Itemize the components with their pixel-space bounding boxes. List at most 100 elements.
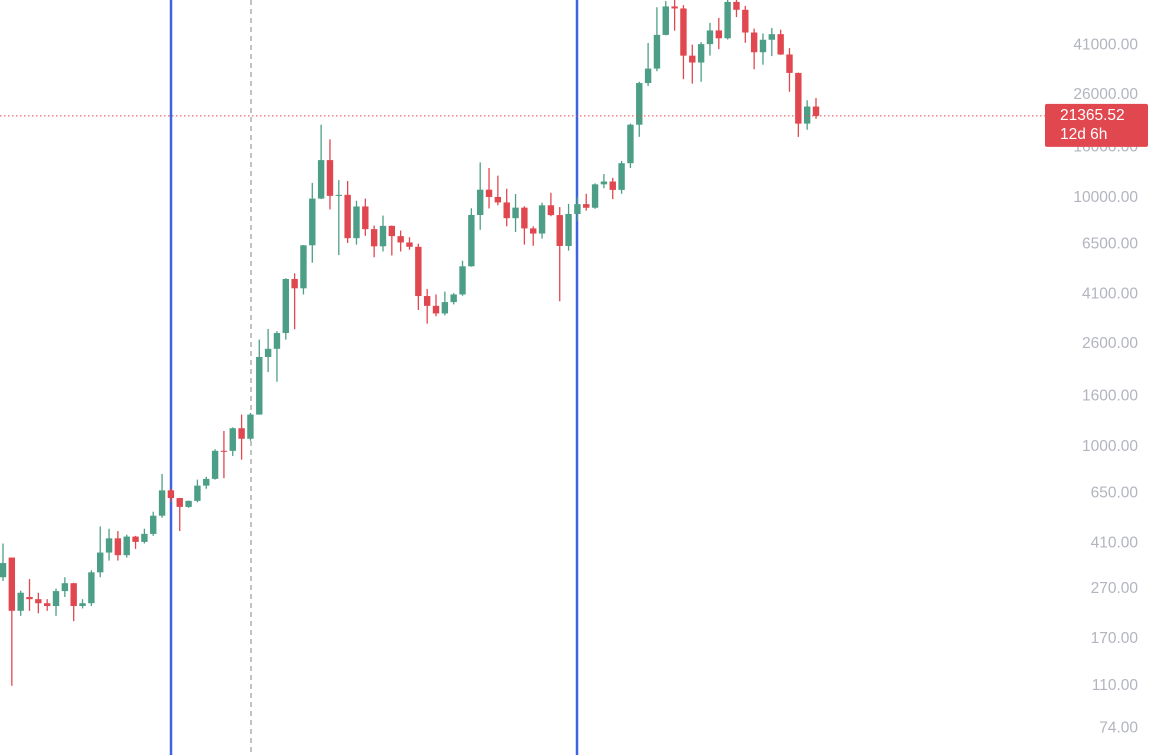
candle-body xyxy=(742,9,749,33)
candle-body xyxy=(123,536,130,556)
candle-body xyxy=(644,68,652,84)
y-tick-label: 26000.00 xyxy=(1073,86,1138,103)
y-tick-label: 10000.00 xyxy=(1073,189,1138,206)
candle-body xyxy=(459,266,466,295)
y-tick-label: 110.00 xyxy=(1092,677,1139,694)
candle-body xyxy=(291,278,298,289)
candle-body xyxy=(300,245,307,289)
y-tick-label: 270.00 xyxy=(1091,580,1139,597)
candle-body xyxy=(105,538,113,553)
candle-body xyxy=(335,194,343,196)
candle-body xyxy=(432,305,440,314)
candle-body xyxy=(35,599,42,604)
y-tick-label: 410.00 xyxy=(1091,535,1139,552)
candle-body xyxy=(689,55,696,63)
candle-body xyxy=(203,478,210,486)
y-tick-label: 1600.00 xyxy=(1082,387,1138,404)
candle-body xyxy=(43,603,51,607)
candle-body xyxy=(185,500,192,507)
candle-body xyxy=(52,591,60,607)
candle-body xyxy=(609,181,616,190)
candle-body xyxy=(397,236,404,243)
candle-body xyxy=(706,30,714,45)
candle-body xyxy=(627,124,634,164)
price-box xyxy=(1045,103,1148,147)
candle-body xyxy=(344,194,351,239)
countdown-label: 12d 6h xyxy=(1060,126,1107,143)
candle-body xyxy=(70,583,77,607)
candle-body xyxy=(803,106,811,124)
candle-body xyxy=(583,204,590,208)
candle-body xyxy=(167,490,175,499)
candle-body xyxy=(671,6,678,9)
candle-body xyxy=(786,54,793,73)
candle-body xyxy=(494,196,502,203)
candle-body xyxy=(229,428,236,451)
candle-body xyxy=(415,246,422,297)
candle-body xyxy=(317,160,325,199)
candle-body xyxy=(574,204,581,214)
candle-body xyxy=(538,205,546,234)
candle-body xyxy=(309,198,316,246)
candle-body xyxy=(697,44,705,63)
y-tick-label: 74.00 xyxy=(1099,720,1138,737)
candle-body xyxy=(662,6,669,35)
candle-body xyxy=(247,414,254,439)
candle-body xyxy=(26,596,33,600)
candle-body xyxy=(0,563,7,578)
candle-body xyxy=(79,603,86,607)
candle-body xyxy=(777,34,784,55)
candle-body xyxy=(362,206,369,230)
candle-body xyxy=(530,228,537,234)
candle-body xyxy=(750,32,758,53)
candle-body xyxy=(795,72,802,124)
y-tick-label: 650.00 xyxy=(1091,485,1139,502)
candle-body xyxy=(379,225,387,247)
candle-body xyxy=(715,30,722,39)
candle-body xyxy=(273,333,281,349)
candle-body xyxy=(256,356,263,415)
candle-body xyxy=(8,557,16,611)
candle-body xyxy=(61,583,69,592)
candle-body xyxy=(618,163,625,190)
candle-body xyxy=(238,428,245,439)
y-tick-label: 170.00 xyxy=(1091,630,1139,647)
candle-body xyxy=(194,485,201,501)
candle-body xyxy=(653,34,661,69)
candle-body xyxy=(759,39,767,53)
candle-body xyxy=(521,207,528,229)
candle-body xyxy=(158,490,166,516)
candle-body xyxy=(88,572,95,604)
candle-body xyxy=(565,213,572,246)
candle-body xyxy=(733,1,740,10)
candle-body xyxy=(724,1,731,39)
y-tick-label: 2600.00 xyxy=(1082,335,1138,352)
candle-body xyxy=(141,533,148,542)
candle-body xyxy=(132,536,139,542)
y-tick-label: 6500.00 xyxy=(1082,236,1138,253)
candle-body xyxy=(591,184,599,208)
candle-body xyxy=(600,181,608,185)
candle-body xyxy=(441,302,449,314)
candle-body xyxy=(768,34,776,40)
candle-body xyxy=(97,552,104,573)
candle-body xyxy=(468,214,475,267)
candle-body xyxy=(406,242,413,247)
candle-body xyxy=(220,450,228,452)
y-tick-label: 4100.00 xyxy=(1082,286,1138,303)
candle-body xyxy=(326,160,334,196)
candle-body xyxy=(512,207,519,219)
candle-body xyxy=(282,278,289,334)
candle-body xyxy=(388,225,396,237)
candle-body xyxy=(503,202,510,219)
candle-body xyxy=(812,106,820,116)
candle-body xyxy=(485,189,493,197)
candle-body xyxy=(556,215,563,246)
candle-body xyxy=(423,296,431,306)
candle-body xyxy=(264,348,272,357)
last-price-label: 21365.52 xyxy=(1060,107,1125,124)
candle-body xyxy=(476,189,484,215)
candle-body xyxy=(176,498,183,507)
candle-body xyxy=(353,206,360,239)
